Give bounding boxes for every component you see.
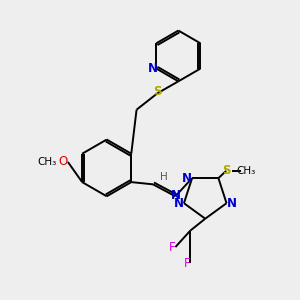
Text: S: S	[153, 85, 162, 98]
Text: S: S	[222, 164, 230, 176]
Text: F: F	[169, 241, 175, 254]
Text: H: H	[160, 172, 167, 182]
Text: N: N	[182, 172, 192, 185]
Text: O: O	[59, 155, 68, 168]
Text: N: N	[148, 62, 158, 75]
Text: N: N	[170, 189, 180, 202]
Text: N: N	[174, 197, 184, 210]
Text: CH₃: CH₃	[236, 166, 255, 176]
Text: F: F	[183, 257, 190, 270]
Text: N: N	[227, 197, 237, 210]
Text: CH₃: CH₃	[38, 157, 57, 167]
